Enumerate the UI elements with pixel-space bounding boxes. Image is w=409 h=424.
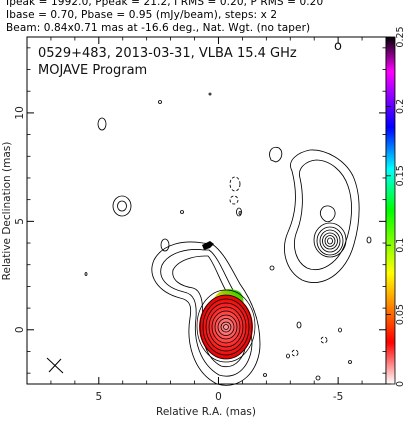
noise-contours [84,92,372,381]
header-peak-rms-line: Ipeak = 1992.0, Ppeak = 21.2, I RMS = 0.… [6,0,324,8]
y-tick-label: 10 [14,106,26,119]
x-tick-label: 0 [215,391,222,403]
x-axis-title: Relative R.A. (mas) [156,406,256,418]
y-axis-title: Relative Declination (mas) [1,142,13,281]
header-beam-line: Beam: 0.84x0.71 mas at -16.6 deg., Nat. … [6,22,311,34]
colorbar-tick-label: 0.15 [395,165,406,186]
colorbar-tick-label: 0 [395,381,406,387]
x-tick-label: -5 [333,391,343,403]
y-axis-ticks: 0 5 10 [14,47,386,374]
x-axis-ticks: 5 0 -5 [26,37,387,403]
map-title: 0529+483, 2013-03-31, VLBA 15.4 GHz [38,46,297,61]
colorbar-ticks: 0 0.05 0.1 0.15 0.2 0.25 [386,26,406,387]
secondary-component-contours [269,146,360,284]
polarization-colorbar [385,36,396,385]
jet-tip-polarization-blob [202,241,214,250]
colorbar-tick-label: 0.05 [395,304,406,325]
colorbar-tick-label: 0.2 [395,99,406,114]
map-corner-mark: o [334,39,342,54]
y-tick-label: 5 [14,218,26,225]
beam-marker [46,357,64,374]
colorbar-tick-label: 0.25 [395,26,406,47]
program-label: MOJAVE Program [38,63,147,78]
y-tick-label: 0 [14,326,26,333]
core-contour-outer [151,241,261,386]
core-polarization-patch [199,295,253,359]
colorbar-tick-label: 0.1 [395,238,406,253]
negative-contours [229,176,328,357]
x-tick-label: 5 [95,391,102,403]
core-contour-rings [196,289,256,363]
header-base-steps-line: Ibase = 0.70, Pbase = 0.95 (mJy/beam), s… [6,9,278,21]
